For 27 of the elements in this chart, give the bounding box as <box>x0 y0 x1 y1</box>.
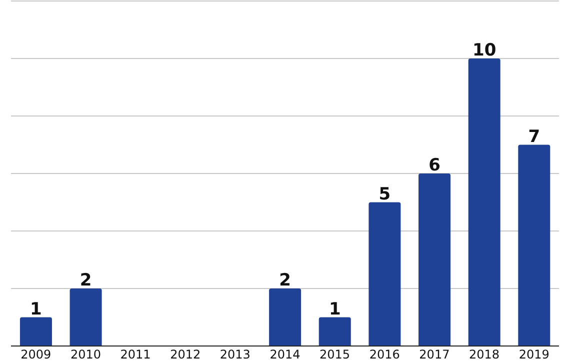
bar <box>269 288 302 346</box>
bar <box>368 202 401 346</box>
data-label: 5 <box>378 184 391 204</box>
x-tick-label: 2017 <box>419 348 450 362</box>
data-label: 2 <box>80 270 92 290</box>
bar <box>468 58 500 346</box>
x-tick-label: 2010 <box>70 348 101 362</box>
bar <box>20 317 52 346</box>
bar <box>518 144 550 346</box>
x-tick-label: 2013 <box>220 348 250 362</box>
data-label: 1 <box>328 299 341 320</box>
x-tick-label: 2014 <box>270 348 300 362</box>
x-tick-label: 2018 <box>469 348 500 362</box>
x-tick-label: 2016 <box>369 348 400 362</box>
bar <box>318 317 351 346</box>
x-tick-label: 2012 <box>170 348 201 362</box>
x-tick-label: 2019 <box>518 348 550 362</box>
bar <box>70 288 102 346</box>
x-tick-label: 2015 <box>320 348 350 362</box>
bar <box>418 174 451 346</box>
x-tick-label: 2011 <box>120 348 151 362</box>
x-tick-label: 2009 <box>20 348 52 362</box>
data-label: 6 <box>428 156 440 176</box>
data-label: 7 <box>528 126 540 147</box>
data-label: 10 <box>472 40 496 60</box>
data-label: 1 <box>30 299 42 320</box>
data-label: 2 <box>279 270 291 290</box>
